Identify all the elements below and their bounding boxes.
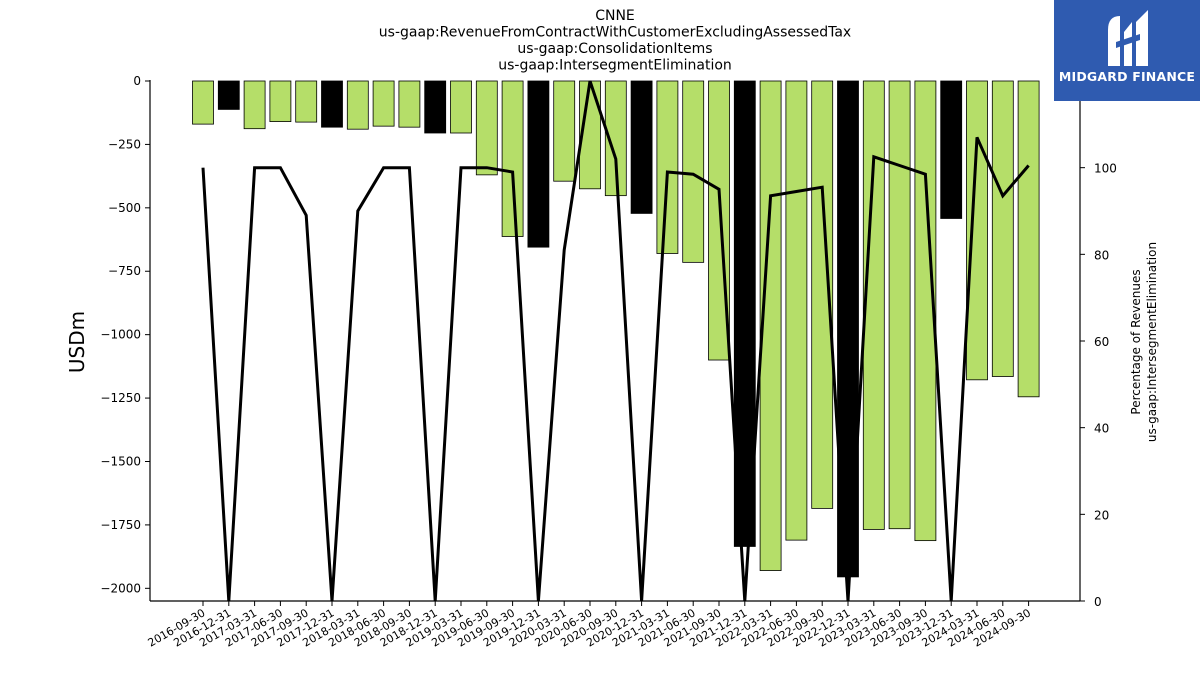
- chart-title-line: CNNE: [595, 8, 635, 24]
- bar: [501, 80, 524, 237]
- bar: [604, 80, 627, 197]
- y2-axis-label: Percentage of Revenues us-gaap:Intersegme…: [1129, 242, 1159, 442]
- y2-axis-ticks: 0 20 40 60 80 100: [1080, 162, 1117, 609]
- bar: [888, 80, 911, 530]
- y2-axis-label-line: Percentage of Revenues: [1129, 269, 1143, 414]
- y-tick-label: −1250: [100, 391, 141, 405]
- chart-title-line: us-gaap:ConsolidationItems: [517, 41, 712, 57]
- bar: [1017, 80, 1040, 398]
- bar: [192, 80, 214, 125]
- bar: [527, 80, 550, 248]
- y-tick-label: −1750: [100, 518, 141, 532]
- y2-tick-label: 100: [1094, 162, 1117, 176]
- line-path: [201, 80, 1030, 602]
- bar: [682, 80, 705, 263]
- y-tick-label: −2000: [100, 581, 141, 595]
- bar: [269, 80, 292, 122]
- bar: [346, 80, 369, 130]
- logo-text: MIDGARD FINANCE: [1058, 69, 1196, 84]
- bar: [243, 80, 266, 130]
- y-tick-label: −500: [108, 201, 141, 215]
- midgard-finance-logo: MIDGARD FINANCE: [1054, 0, 1200, 101]
- y2-tick-label: 40: [1094, 422, 1109, 436]
- chart-title: CNNEus-gaap:RevenueFromContractWithCusto…: [379, 8, 851, 74]
- bar: [862, 80, 885, 530]
- bar: [553, 80, 576, 182]
- bar: [966, 80, 988, 381]
- bar: [398, 80, 421, 128]
- y2-tick-label: 80: [1094, 248, 1109, 262]
- bar: [295, 80, 318, 123]
- y-axis-ticks: 0 −250 −500 −750 −1000 −1250 −1500 −1750 −2000: [100, 74, 150, 595]
- y2-tick-label: 60: [1094, 335, 1109, 349]
- bar: [424, 80, 447, 134]
- bar: [656, 80, 679, 254]
- y-tick-label: −1000: [100, 328, 141, 342]
- chart-title-line: us-gaap:IntersegmentElimination: [498, 58, 732, 74]
- y-axis-label: USDm: [65, 311, 89, 373]
- x-axis-ticks: 2016-09-302016-12-312017-03-312017-06-30…: [146, 601, 1033, 650]
- line-series: [201, 80, 1030, 602]
- bar: [475, 80, 498, 176]
- bar: [991, 80, 1014, 377]
- y2-axis-label-line: us-gaap:IntersegmentElimination: [1145, 242, 1159, 442]
- bar: [914, 80, 937, 542]
- y2-tick-label: 0: [1094, 595, 1102, 609]
- bar: [450, 80, 472, 134]
- y-tick-label: −750: [108, 264, 141, 278]
- y-tick-label: 0: [133, 74, 141, 88]
- bar: [940, 80, 963, 219]
- bar: [733, 80, 756, 547]
- bar: [630, 80, 653, 214]
- chart-title-line: us-gaap:RevenueFromContractWithCustomerE…: [379, 25, 851, 41]
- bar: [217, 80, 240, 110]
- bar: [372, 80, 395, 127]
- y-tick-label: −1500: [100, 454, 141, 468]
- bar: [321, 80, 343, 128]
- y-tick-label: −250: [108, 137, 141, 151]
- logo-mark-icon: [1108, 10, 1148, 66]
- bar: [759, 80, 782, 571]
- y2-tick-label: 20: [1094, 508, 1109, 522]
- bar: [785, 80, 808, 541]
